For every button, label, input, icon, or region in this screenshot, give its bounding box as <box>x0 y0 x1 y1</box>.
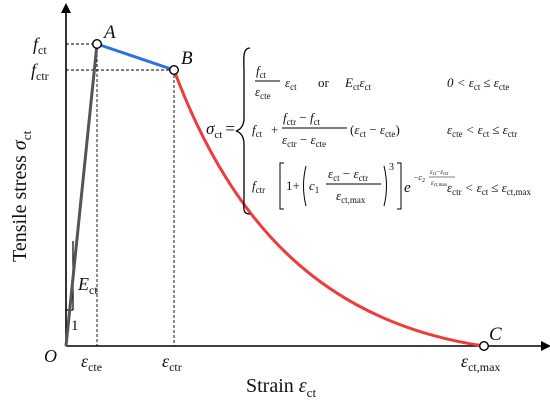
row1-condition: 0 < εct ≤ εcte <box>447 75 509 92</box>
row2-frac-den: εctr − εcte <box>282 132 326 149</box>
row3-exp-den: εct,max <box>431 179 448 188</box>
row3-exp-coef: −c2 <box>413 173 425 184</box>
row1-or: or <box>318 75 330 90</box>
point-a-marker <box>91 39 102 50</box>
row3-fctr: fctr <box>252 178 265 195</box>
row2-plus: + <box>271 122 278 137</box>
point-c-marker <box>479 341 490 352</box>
x-tick-ecte: εcte <box>81 351 102 374</box>
constitutive-equation: σct = fct εcte εct or Ectεct 0 < εct ≤ εct… <box>206 47 532 215</box>
point-b-marker <box>168 64 179 75</box>
row3-c1: c1 <box>309 178 319 195</box>
row3-bracket-right <box>397 162 402 210</box>
row1-alt: Ectεct <box>344 75 372 92</box>
row2-fct: fct <box>252 122 263 139</box>
row2-frac-num: fctr − fct <box>283 110 321 127</box>
y-tick-fct: fct <box>33 34 47 57</box>
row3-paren-right <box>383 165 387 207</box>
x-axis-title: Strain εct <box>246 375 316 400</box>
point-c-label: C <box>489 324 502 345</box>
row3-paren-left <box>303 165 307 207</box>
point-a-label: A <box>102 22 116 43</box>
row3-exp-num: εct−εctr <box>430 168 449 177</box>
slope-label: Ect <box>77 274 98 297</box>
x-tick-ectmax: εct,max <box>461 351 500 374</box>
slope-unit-label: 1 <box>71 318 79 334</box>
y-axis-title: Tensile stressσct <box>9 130 34 262</box>
row3-bracket-left <box>279 162 284 210</box>
row1-frac-den: εcte <box>255 84 271 101</box>
row3-condition: εctr < εct ≤ εct,max <box>447 180 532 197</box>
origin-label: O <box>44 346 57 366</box>
row3-frac-den: εct,max <box>336 188 366 205</box>
plateau-branch <box>96 42 175 72</box>
row1-eps: εct <box>285 75 297 92</box>
row3-frac-num: εct − εctr <box>328 166 368 183</box>
point-b-label: B <box>181 48 193 69</box>
row3-one: 1+ <box>286 178 300 193</box>
elastic-branch <box>64 43 99 347</box>
x-tick-ectr: εctr <box>162 351 182 374</box>
row3-power: 3 <box>389 162 394 173</box>
row2-condition: εcte < εct ≤ εctr <box>447 122 517 139</box>
equation-lhs: σct = <box>206 119 235 141</box>
equation-brace <box>235 47 251 215</box>
row3-e: e <box>404 180 411 196</box>
row1-frac-num: fct <box>256 63 267 80</box>
softening-branch <box>172 69 485 348</box>
y-tick-fctr: fctr <box>31 60 49 83</box>
row2-paren: (εct − εcte) <box>350 122 400 139</box>
